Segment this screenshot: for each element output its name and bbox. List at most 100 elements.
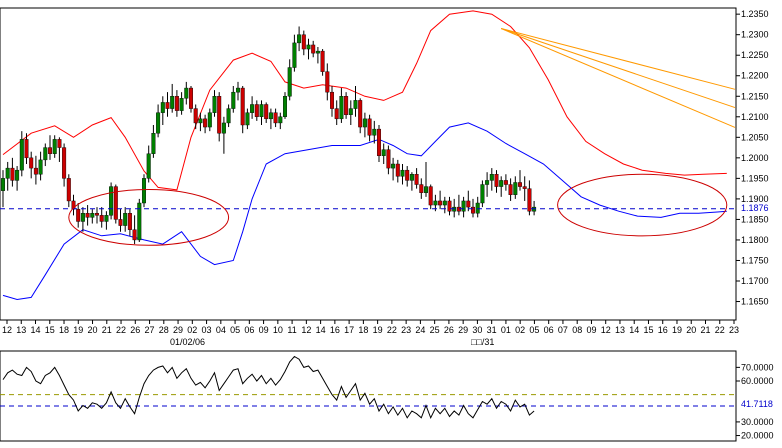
candle-body [442, 200, 447, 206]
candle-body [207, 112, 212, 128]
price-x-tick-label: 23 [401, 325, 411, 335]
candle-body [268, 112, 273, 120]
oscillator-last-value-label: 41.7118 [741, 399, 773, 409]
price-x-tick-label: 14 [31, 325, 41, 335]
price-x-tick-label: 06 [244, 325, 254, 335]
candle-body [127, 213, 132, 230]
candle-body [494, 174, 499, 187]
price-x-tick-label: 22 [387, 325, 397, 335]
candle-body [254, 104, 259, 117]
candle-body [240, 87, 245, 126]
candle-body [362, 118, 367, 128]
candle-body [203, 118, 208, 128]
candle-body [372, 128, 377, 136]
price-x-tick-label: 07 [558, 325, 568, 335]
price-x-tick-label: 06 [544, 325, 554, 335]
candle-body [10, 167, 15, 181]
candle-body [278, 116, 283, 124]
candle-body [480, 184, 485, 204]
price-y-tick-label: 1.2250 [741, 50, 769, 60]
price-x-axis: 12 13 14 15 18 19 20 21 22 26 27 28 29 02 03 04 05 06 09 10… [2, 320, 739, 335]
price-x-tick-label: 18 [358, 325, 368, 335]
candle-body [522, 186, 527, 189]
fan-line [501, 28, 736, 90]
price-y-tick-label: 1.1750 [741, 255, 769, 265]
candle-body [377, 128, 382, 156]
candle-body [165, 102, 170, 109]
candle-body [226, 108, 231, 124]
price-x-tick-label: 11 [287, 325, 296, 335]
bollinger-lower-band [2, 122, 727, 301]
price-x-tick-label: 19 [373, 325, 383, 335]
candle-body [414, 174, 419, 185]
candle-body [405, 169, 410, 181]
price-x-tick-label: 15 [45, 325, 55, 335]
price-x-tick-label: 14 [629, 325, 639, 335]
price-x-tick-label: 30 [472, 325, 482, 335]
candle-body [386, 149, 391, 169]
price-y-tick-label: 1.2000 [741, 153, 769, 163]
candle-body [132, 229, 137, 241]
candle-body [489, 174, 494, 181]
candle-body [160, 102, 165, 113]
candle-body [156, 112, 161, 134]
candle-body [348, 108, 353, 115]
last-price-label: 1.1876 [741, 203, 769, 213]
price-x-tick-label: 19 [73, 325, 83, 335]
price-x-tick-label: 18 [59, 325, 69, 335]
candle-body [90, 213, 95, 218]
candle-body [330, 91, 335, 109]
price-x-tick-label: 26 [444, 325, 454, 335]
candlesticks [1, 26, 537, 245]
candle-body [174, 96, 179, 111]
candle-body [15, 169, 20, 181]
candle-body [48, 147, 53, 154]
candle-body [475, 202, 480, 214]
candle-body [231, 91, 236, 109]
price-x-tick-label: 05 [529, 325, 539, 335]
candle-body [339, 96, 344, 120]
candle-body [381, 149, 386, 156]
price-y-tick-label: 1.1800 [741, 235, 769, 245]
candle-body [198, 118, 203, 124]
price-x-tick-label: 26 [130, 325, 140, 335]
price-x-tick-label: 22 [715, 325, 725, 335]
price-x-tick-label: 09 [586, 325, 596, 335]
candle-body [85, 213, 90, 218]
candle-body [358, 100, 363, 128]
candle-body [315, 50, 320, 54]
price-x-tick-label: 12 [301, 325, 311, 335]
oscillator-panel-frame [0, 350, 737, 442]
price-x-tick-label: 13 [615, 325, 625, 335]
candle-body [306, 44, 311, 50]
candle-body [264, 104, 269, 120]
price-x-tick-label: 02 [515, 325, 525, 335]
price-x-tick-label: 12 [2, 325, 12, 335]
candle-body [151, 133, 156, 154]
fan-line [501, 28, 736, 109]
candle-body [104, 215, 109, 222]
candle-body [217, 96, 222, 134]
price-x-tick-label: 03 [202, 325, 212, 335]
candle-body [367, 118, 372, 136]
price-x-tick-label: 04 [216, 325, 226, 335]
candle-body [146, 153, 151, 179]
candle-body [38, 159, 43, 175]
price-x-tick-label: 16 [330, 325, 340, 335]
price-x-tick-label: 16 [658, 325, 668, 335]
candle-body [43, 147, 48, 161]
candle-body [245, 112, 250, 126]
candle-body [137, 202, 142, 241]
price-x-tick-label: 20 [88, 325, 98, 335]
oscillator-series [0, 355, 736, 420]
candle-body [118, 219, 123, 226]
price-x-tick-label: 09 [259, 325, 269, 335]
candle-body [19, 139, 24, 171]
date-label-jan: 01/02/06 [170, 337, 205, 347]
candle-body [123, 213, 128, 226]
price-y-tick-label: 1.1850 [741, 214, 769, 224]
price-x-tick-label: 23 [729, 325, 739, 335]
candle-body [80, 213, 85, 222]
